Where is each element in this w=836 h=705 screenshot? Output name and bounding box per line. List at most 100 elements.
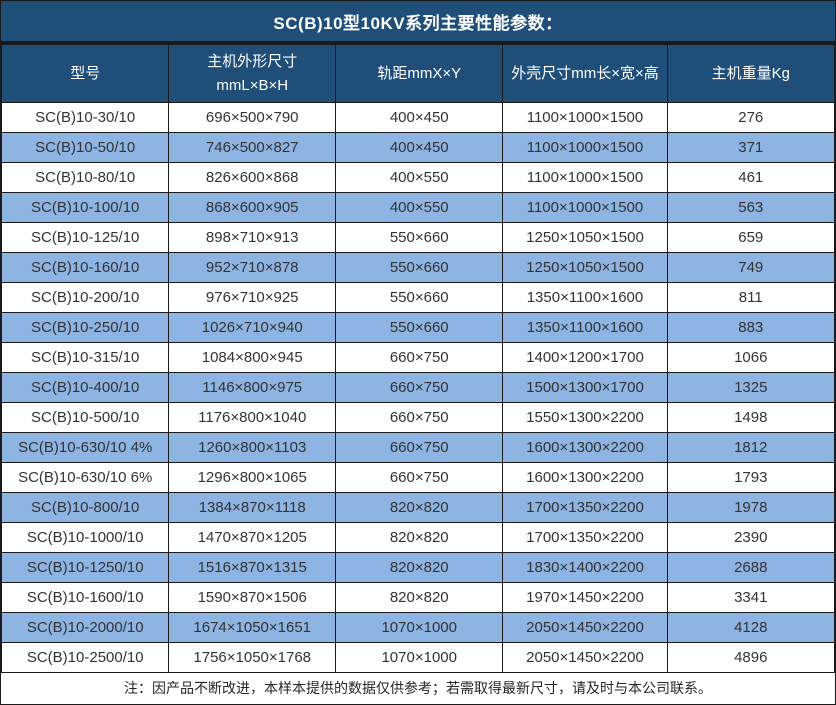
table-cell: 1700×1350×2200 [502,522,668,553]
table-cell: SC(B)10-200/10 [0,282,170,313]
table-cell: 400×450 [335,102,504,133]
table-cell: 1978 [666,492,836,523]
table-cell: 660×750 [335,402,504,433]
table-row: SC(B)10-800/10 1384×870×1118 820×820 1700×1… [0,492,836,523]
table-row: SC(B)10-2500/10 1756×1050×1768 1070×1000 20… [0,642,836,673]
table-cell: 1100×1000×1500 [502,162,668,193]
table-cell: 1084×800×945 [168,342,337,373]
table-row: SC(B)10-125/10 898×710×913 550×660 1250×105… [0,222,836,253]
table-cell: 1700×1350×2200 [502,492,668,523]
table-cell: SC(B)10-630/10 4% [0,432,170,463]
table-cell: 1176×800×1040 [168,402,337,433]
table-cell: 550×660 [335,252,504,283]
table-cell: 461 [666,162,836,193]
table-row: SC(B)10-200/10 976×710×925 550×660 1350×110… [0,282,836,313]
table-cell: 1100×1000×1500 [502,102,668,133]
table-cell: 1325 [666,372,836,403]
table-cell: SC(B)10-1600/10 [0,582,170,613]
table-cell: 4896 [666,642,836,673]
table-cell: 1350×1100×1600 [502,282,668,313]
table-row: SC(B)10-80/10 826×600×868 400×550 1100×1000… [0,162,836,193]
table-cell: SC(B)10-2000/10 [0,612,170,643]
table-cell: 3341 [666,582,836,613]
table-cell: 659 [666,222,836,253]
table-cell: 1970×1450×2200 [502,582,668,613]
table-cell: 2050×1450×2200 [502,612,668,643]
table-row: SC(B)10-1600/10 1590×870×1506 820×820 1970×… [0,582,836,613]
header-weight: 主机重量Kg [666,44,836,103]
header-row: 型号 主机外形尺寸 mmL×B×H 轨距mmX×Y 外壳尺寸mm长×宽×高 主机… [0,44,836,103]
table-cell: 2390 [666,522,836,553]
table-cell: 563 [666,192,836,223]
table-cell: 1250×1050×1500 [502,252,668,283]
table-cell: 2688 [666,552,836,583]
table-cell: SC(B)10-160/10 [0,252,170,283]
table-cell: 400×550 [335,192,504,223]
table-cell: 1550×1300×2200 [502,402,668,433]
table-row: SC(B)10-1000/10 1470×870×1205 820×820 1700×… [0,522,836,553]
table-cell: 696×500×790 [168,102,337,133]
table-cell: SC(B)10-630/10 6% [0,462,170,493]
table-cell: 1812 [666,432,836,463]
table-cell: 1674×1050×1651 [168,612,337,643]
table-cell: SC(B)10-1250/10 [0,552,170,583]
header-shell-dimensions: 外壳尺寸mm长×宽×高 [502,44,668,103]
table-cell: 1756×1050×1768 [168,642,337,673]
table-cell: SC(B)10-250/10 [0,312,170,343]
table-cell: 400×450 [335,132,504,163]
table-body: SC(B)10-30/10 696×500×790 400×450 1100×1000… [0,102,836,673]
table-cell: SC(B)10-100/10 [0,192,170,223]
table-cell: 1100×1000×1500 [502,192,668,223]
table-cell: SC(B)10-30/10 [0,102,170,133]
table-row: SC(B)10-315/10 1084×800×945 660×750 1400×12… [0,342,836,373]
table-cell: 1026×710×940 [168,312,337,343]
table-cell: 550×660 [335,282,504,313]
table-header: 型号 主机外形尺寸 mmL×B×H 轨距mmX×Y 外壳尺寸mm长×宽×高 主机… [0,44,836,103]
table-cell: 1600×1300×2200 [502,432,668,463]
table-cell: 898×710×913 [168,222,337,253]
table-row: SC(B)10-630/10 4% 1260×800×1103 660×750 160… [0,432,836,463]
table-cell: 820×820 [335,552,504,583]
table-row: SC(B)10-30/10 696×500×790 400×450 1100×1000… [0,102,836,133]
table-row: SC(B)10-2000/10 1674×1050×1651 1070×1000 20… [0,612,836,643]
table-cell: 811 [666,282,836,313]
table-cell: SC(B)10-800/10 [0,492,170,523]
table-cell: 883 [666,312,836,343]
spec-table: 型号 主机外形尺寸 mmL×B×H 轨距mmX×Y 外壳尺寸mm长×宽×高 主机… [0,44,836,673]
table-cell: 550×660 [335,312,504,343]
table-cell: SC(B)10-1000/10 [0,522,170,553]
header-model: 型号 [0,44,170,103]
table-row: SC(B)10-630/10 6% 1296×800×1065 660×750 160… [0,462,836,493]
table-cell: 1600×1300×2200 [502,462,668,493]
table-cell: 1260×800×1103 [168,432,337,463]
table-cell: 1070×1000 [335,612,504,643]
table-cell: 1793 [666,462,836,493]
table-cell: 4128 [666,612,836,643]
table-cell: SC(B)10-315/10 [0,342,170,373]
table-row: SC(B)10-250/10 1026×710×940 550×660 1350×11… [0,312,836,343]
table-cell: SC(B)10-80/10 [0,162,170,193]
table-cell: 1516×870×1315 [168,552,337,583]
table-row: SC(B)10-100/10 868×600×905 400×550 1100×100… [0,192,836,223]
table-cell: 550×660 [335,222,504,253]
table-cell: 746×500×827 [168,132,337,163]
table-cell: SC(B)10-400/10 [0,372,170,403]
table-cell: SC(B)10-2500/10 [0,642,170,673]
table-cell: 1350×1100×1600 [502,312,668,343]
table-cell: 1384×870×1118 [168,492,337,523]
page-title: SC(B)10型10KV系列主要性能参数： [1,1,835,44]
table-cell: 400×550 [335,162,504,193]
table-cell: 1066 [666,342,836,373]
table-cell: 660×750 [335,432,504,463]
table-cell: 1250×1050×1500 [502,222,668,253]
table-cell: 1500×1300×1700 [502,372,668,403]
table-cell: 1296×800×1065 [168,462,337,493]
table-cell: 952×710×878 [168,252,337,283]
footer-note: 注：因产品不断改进，本样本提供的数据仅供参考；若需取得最新尺寸，请及时与本公司联… [1,673,835,703]
table-row: SC(B)10-160/10 952×710×878 550×660 1250×105… [0,252,836,283]
table-cell: 1590×870×1506 [168,582,337,613]
table-cell: 371 [666,132,836,163]
table-cell: 1498 [666,402,836,433]
table-cell: 749 [666,252,836,283]
